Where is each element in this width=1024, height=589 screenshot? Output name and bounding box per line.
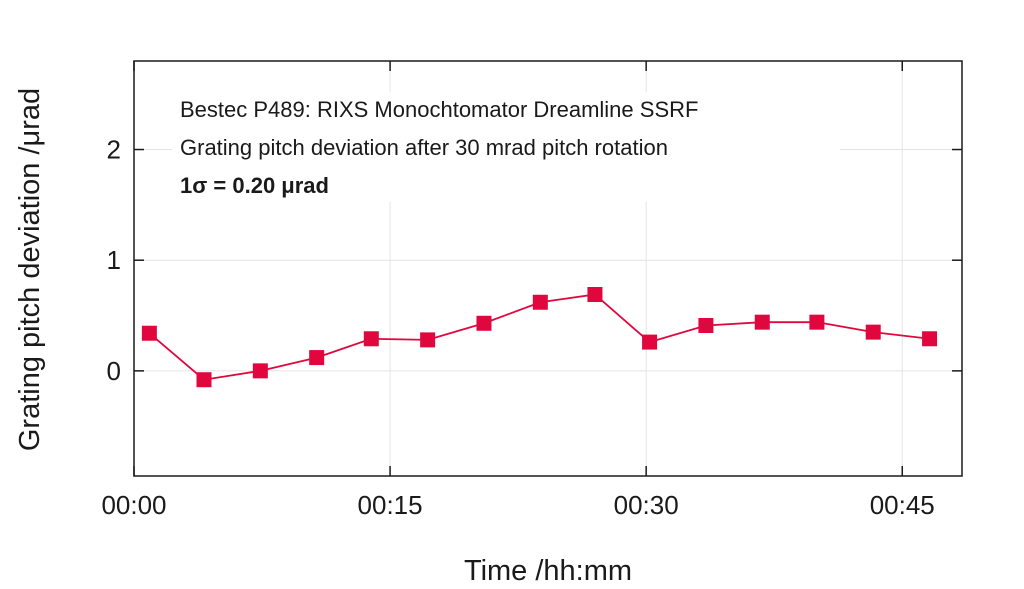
data-point-marker	[252, 363, 268, 379]
x-axis-label: Time /hh:mm	[464, 555, 632, 587]
data-point-marker	[922, 331, 938, 347]
data-point-marker	[309, 350, 325, 366]
series-markers	[141, 287, 938, 388]
data-point-marker	[809, 314, 825, 330]
data-point-marker	[698, 317, 714, 333]
annotation-line-1: Bestec P489: RIXS Monochtomator Dreamlin…	[180, 97, 698, 122]
annotation-line-3: 1σ = 0.20 μrad	[180, 173, 329, 198]
plot-frame	[133, 60, 963, 477]
y-tick-label: 1	[107, 245, 121, 275]
tick-labels: 00:00 00:15 00:30 00:45 0 1 2	[101, 135, 934, 520]
x-tick-label: 00:00	[101, 490, 166, 520]
y-tick-label: 0	[107, 356, 121, 386]
data-point-marker	[476, 315, 492, 331]
data-point-marker	[532, 294, 548, 310]
x-tick-label: 00:30	[614, 490, 679, 520]
data-point-marker	[363, 331, 379, 347]
data-point-marker	[141, 325, 157, 341]
annotation-line-2: Grating pitch deviation after 30 mrad pi…	[180, 135, 668, 160]
annotation-block: Bestec P489: RIXS Monochtomator Dreamlin…	[172, 92, 840, 202]
data-point-marker	[754, 314, 770, 330]
x-tick-label: 00:45	[870, 490, 935, 520]
annotation-background	[172, 92, 840, 202]
data-point-marker	[196, 372, 212, 388]
data-point-marker	[587, 287, 603, 303]
y-tick-label: 2	[107, 135, 121, 165]
y-axis-label: Grating pitch deviation /μrad	[14, 88, 46, 451]
data-point-marker	[420, 332, 436, 348]
axis-ticks	[133, 61, 962, 476]
data-point-marker	[642, 334, 658, 350]
x-tick-label: 00:15	[358, 490, 423, 520]
data-point-marker	[865, 324, 881, 340]
